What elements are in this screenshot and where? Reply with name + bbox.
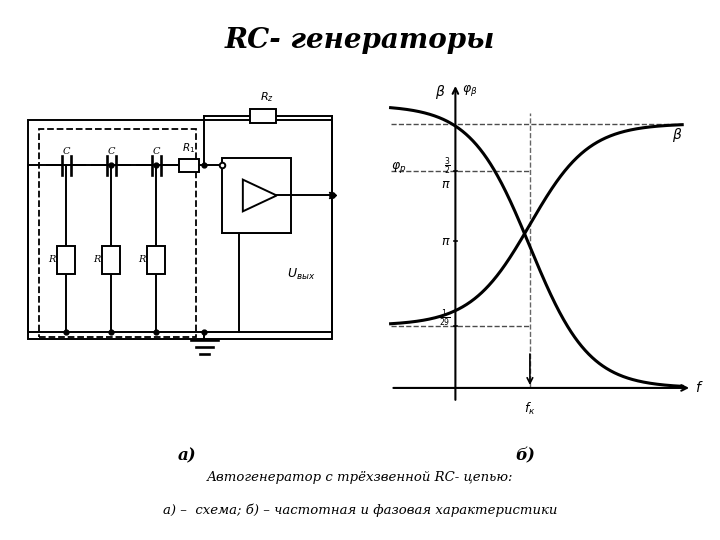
Polygon shape (243, 180, 276, 211)
Text: C: C (153, 147, 160, 156)
Text: $\frac{3}{2}$: $\frac{3}{2}$ (444, 155, 451, 177)
Text: б): б) (516, 448, 536, 465)
Text: R: R (48, 255, 55, 264)
Bar (147, 246, 165, 274)
Text: $\beta$: $\beta$ (672, 126, 683, 144)
Text: C: C (107, 147, 115, 156)
Bar (28, 120, 333, 339)
Text: Автогенератор с трёхзвенной RC- цепью:: Автогенератор с трёхзвенной RC- цепью: (207, 471, 513, 484)
Text: C: C (63, 147, 70, 156)
Text: $\pi$: $\pi$ (441, 234, 451, 247)
Text: $f_{к}$: $f_{к}$ (524, 401, 536, 417)
Text: $R_1$: $R_1$ (182, 141, 196, 154)
Text: $\varphi_{p}$: $\varphi_{p}$ (391, 160, 406, 175)
Text: $\varphi_{\beta}$: $\varphi_{\beta}$ (462, 83, 477, 98)
Text: $U_{вых}$: $U_{вых}$ (287, 267, 315, 282)
Bar (222, 158, 291, 233)
Text: $R_z$: $R_z$ (260, 90, 274, 104)
Bar (102, 246, 120, 274)
Text: $\frac{1}{29}$: $\frac{1}{29}$ (438, 307, 451, 329)
Bar (39, 129, 196, 337)
Text: $\pi$: $\pi$ (441, 178, 451, 191)
Bar (58, 246, 75, 274)
Text: $f$: $f$ (696, 381, 704, 395)
Text: R: R (93, 255, 100, 264)
Text: R: R (138, 255, 145, 264)
Bar (179, 159, 199, 172)
Text: $\beta$: $\beta$ (436, 83, 446, 101)
Text: а): а) (178, 448, 197, 465)
Bar (251, 109, 276, 123)
Text: RC- генераторы: RC- генераторы (225, 27, 495, 54)
Text: а) –  схема; б) – частотная и фазовая характеристики: а) – схема; б) – частотная и фазовая хар… (163, 503, 557, 517)
